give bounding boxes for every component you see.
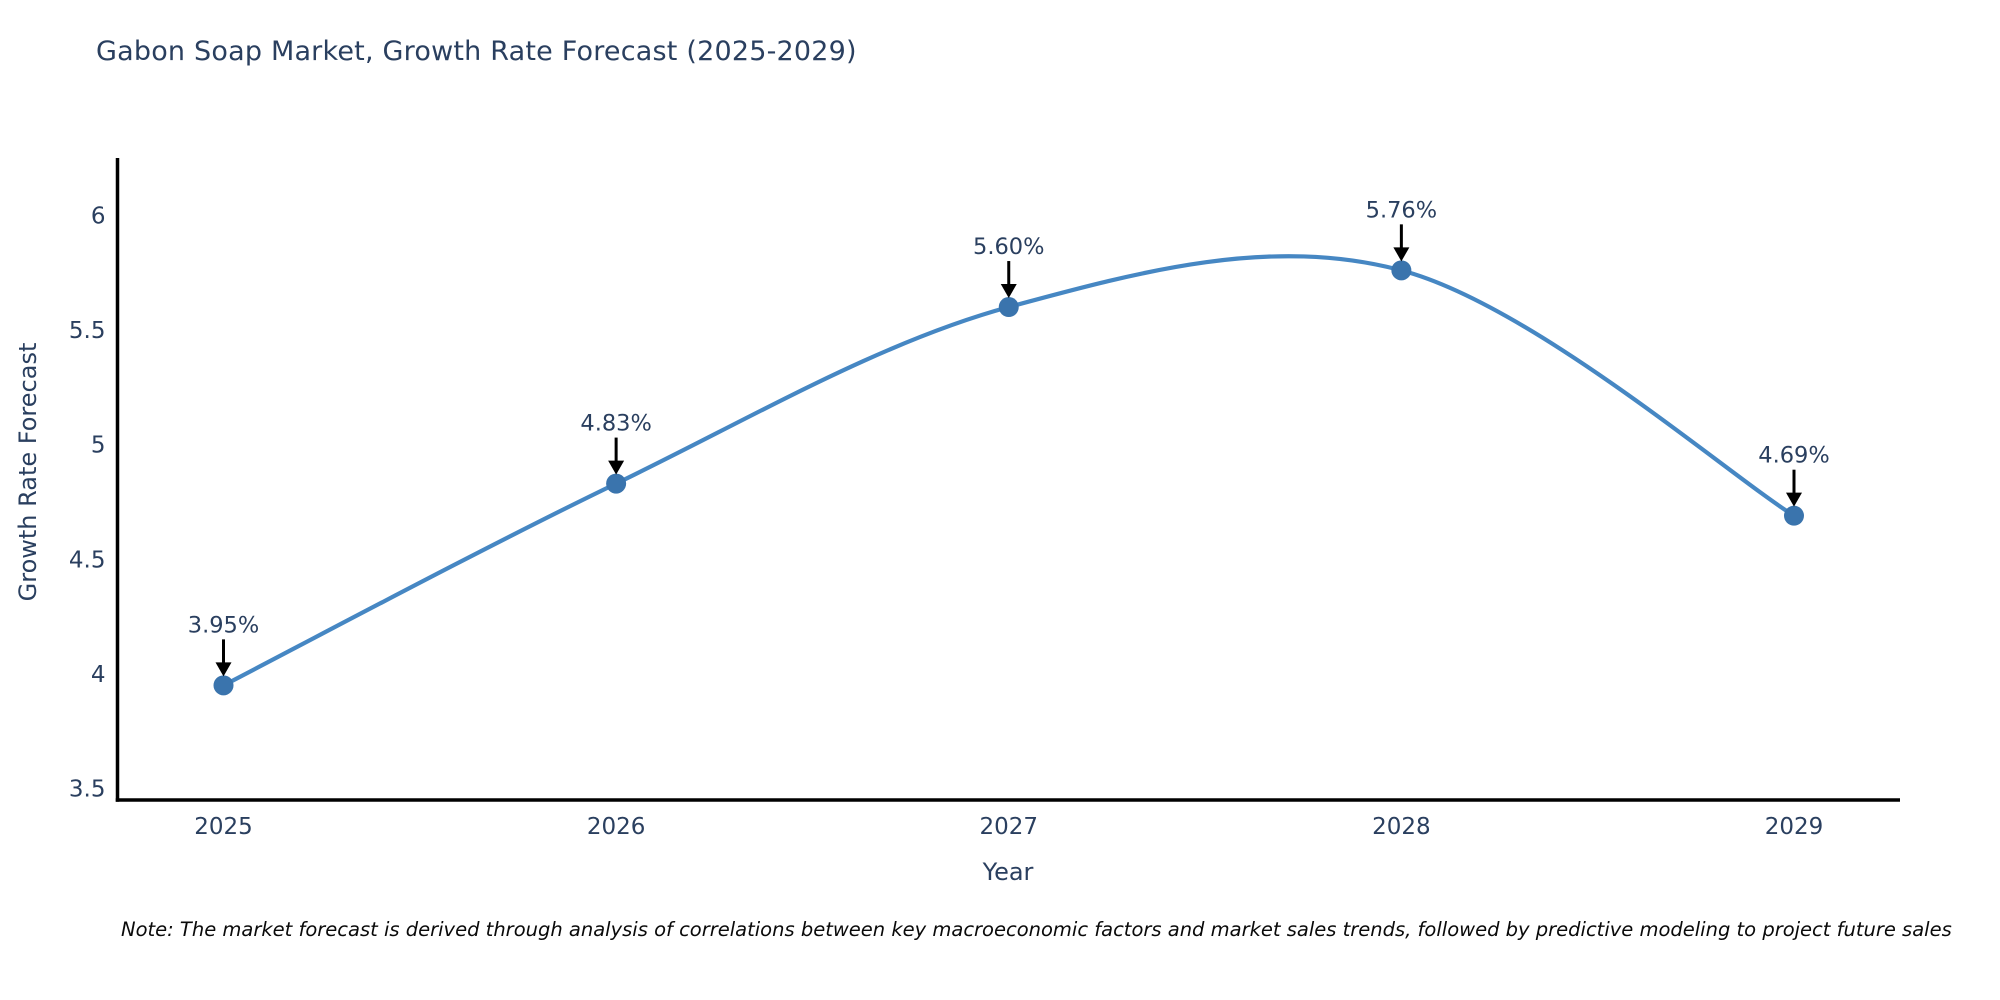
y-tick-label: 4.5	[69, 547, 106, 573]
y-tick-label: 5.5	[69, 318, 106, 344]
x-tick-label: 2028	[1372, 814, 1431, 840]
point-annotation-label: 4.69%	[1758, 443, 1829, 469]
point-annotation-label: 4.83%	[580, 411, 651, 437]
annotation-arrow-head	[1000, 284, 1017, 299]
annotation-arrow-head	[608, 460, 625, 475]
y-tick-label: 6	[91, 203, 106, 229]
annotation-arrow-head	[1785, 492, 1802, 507]
data-point	[998, 297, 1019, 318]
data-point	[606, 473, 627, 494]
y-tick-label: 5	[91, 433, 106, 459]
x-axis-title: Year	[982, 858, 1034, 886]
x-tick-label: 2026	[587, 814, 646, 840]
point-annotation-label: 5.76%	[1366, 197, 1437, 223]
x-tick-label: 2029	[1765, 814, 1824, 840]
forecast-line	[221, 254, 1797, 688]
point-annotation-label: 3.95%	[188, 612, 259, 638]
x-tick-label: 2027	[979, 814, 1038, 840]
annotation-arrow-head	[1393, 247, 1410, 262]
y-axis-title: Growth Rate Forecast	[14, 342, 42, 602]
data-point	[213, 675, 234, 696]
y-tick-label: 3.5	[69, 777, 106, 803]
y-tick-label: 4	[91, 662, 106, 688]
data-point	[1391, 260, 1412, 281]
footnote: Note: The market forecast is derived thr…	[121, 918, 1952, 941]
point-annotation-label: 5.60%	[973, 234, 1044, 260]
data-point	[1783, 505, 1804, 526]
chart-title: Gabon Soap Market, Growth Rate Forecast …	[96, 36, 857, 67]
x-tick-label: 2025	[194, 814, 253, 840]
annotation-arrow-head	[215, 662, 232, 677]
